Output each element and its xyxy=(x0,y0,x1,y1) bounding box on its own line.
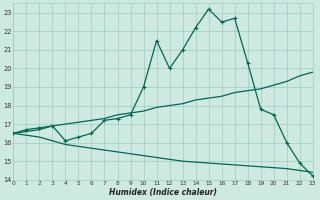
X-axis label: Humidex (Indice chaleur): Humidex (Indice chaleur) xyxy=(109,188,217,197)
